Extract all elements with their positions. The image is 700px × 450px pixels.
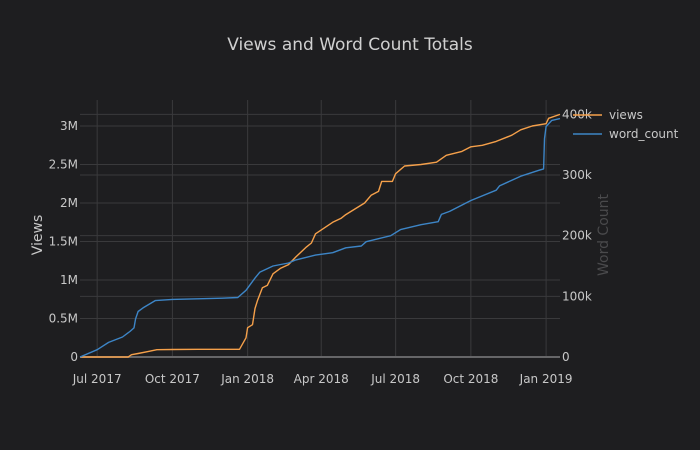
y-tick-label-2m: 2M xyxy=(60,196,78,210)
y-tick-label-2-5m: 2.5M xyxy=(49,158,78,172)
x-tick-label-jul-2017: Jul 2017 xyxy=(72,372,122,386)
series-line-views[interactable] xyxy=(80,113,561,358)
series-layer xyxy=(79,113,561,358)
y-tick-label-3m: 3M xyxy=(60,119,78,133)
y2-tick-label-300k: 300k xyxy=(562,168,592,182)
legend-label-word-count: word_count xyxy=(609,127,679,141)
series-line-word-count[interactable] xyxy=(79,117,561,358)
y2-tick-label-200k: 200k xyxy=(562,229,592,243)
legend-label-views: views xyxy=(609,108,643,122)
x-tick-label-apr-2018: Apr 2018 xyxy=(294,372,349,386)
x-tick-label-oct-2018: Oct 2018 xyxy=(443,372,498,386)
y-axis-title: Views xyxy=(30,215,46,256)
y2-tick-label-0: 0 xyxy=(562,350,570,364)
y-tick-label-0-5m: 0.5M xyxy=(49,312,78,326)
y2-axis-title: Word Count xyxy=(596,193,612,276)
chart-title: Views and Word Count Totals xyxy=(227,35,473,55)
legend-item-views[interactable]: views xyxy=(573,108,643,122)
x-tick-label-jan-2019: Jan 2019 xyxy=(519,372,573,386)
legend[interactable]: views word_count xyxy=(573,108,679,141)
x-tick-label-oct-2017: Oct 2017 xyxy=(145,372,200,386)
x-tick-label-jan-2018: Jan 2018 xyxy=(220,372,274,386)
y-tick-label-1-5m: 1.5M xyxy=(49,235,78,249)
y2-tick-label-100k: 100k xyxy=(562,289,592,303)
y-tick-label-0: 0 xyxy=(70,350,78,364)
y-tick-label-1m: 1M xyxy=(60,273,78,287)
x-tick-label-jul-2018: Jul 2018 xyxy=(370,372,420,386)
legend-item-word-count[interactable]: word_count xyxy=(573,127,679,141)
grid-layer xyxy=(80,100,560,358)
